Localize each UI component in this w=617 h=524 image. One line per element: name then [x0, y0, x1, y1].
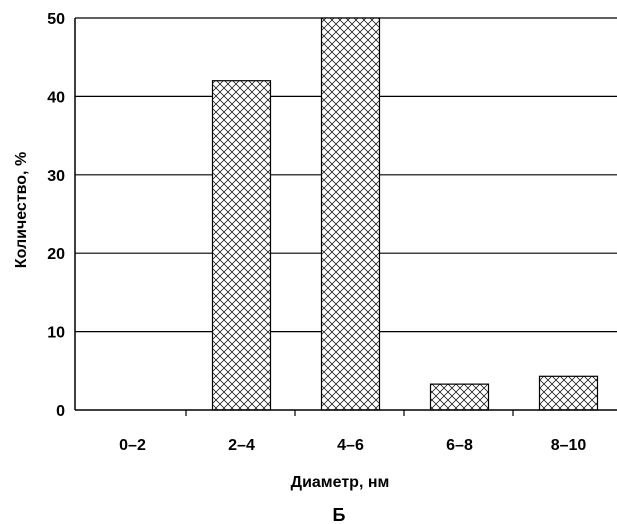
y-tick-label: 10	[47, 325, 65, 342]
x-tick-label-6–8: 6–8	[446, 437, 473, 454]
y-tick-labels: 0 10 20 30 40 50	[47, 11, 65, 420]
bar-4–6	[320, 17, 381, 411]
y-tick-label: 40	[47, 89, 65, 106]
x-tick-label-4–6: 4–6	[337, 437, 364, 454]
x-tick-labels: 0–2 2–4 4–6 6–8 8–10	[119, 437, 586, 454]
y-tick-label: 50	[47, 11, 65, 28]
x-axis-title: Диаметр, нм	[291, 474, 390, 491]
y-tick-label: 30	[47, 168, 65, 185]
y-tick-label: 20	[47, 246, 65, 263]
bar-6–8	[429, 383, 490, 411]
x-tick-label-2–4: 2–4	[228, 437, 255, 454]
x-tick-label-8–10: 8–10	[551, 437, 587, 454]
bar-8–10	[538, 375, 599, 411]
y-axis-title: Количество, %	[13, 152, 30, 268]
bar-2–4	[211, 80, 272, 411]
panel-label: Б	[333, 505, 346, 524]
x-tick-label-0–2: 0–2	[119, 437, 146, 454]
axes	[74, 18, 617, 416]
bars	[211, 17, 599, 411]
y-tick-label: 0	[56, 403, 65, 420]
